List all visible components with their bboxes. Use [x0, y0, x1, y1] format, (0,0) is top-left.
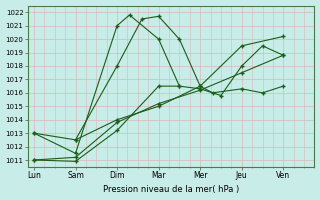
- X-axis label: Pression niveau de la mer( hPa ): Pression niveau de la mer( hPa ): [103, 185, 239, 194]
